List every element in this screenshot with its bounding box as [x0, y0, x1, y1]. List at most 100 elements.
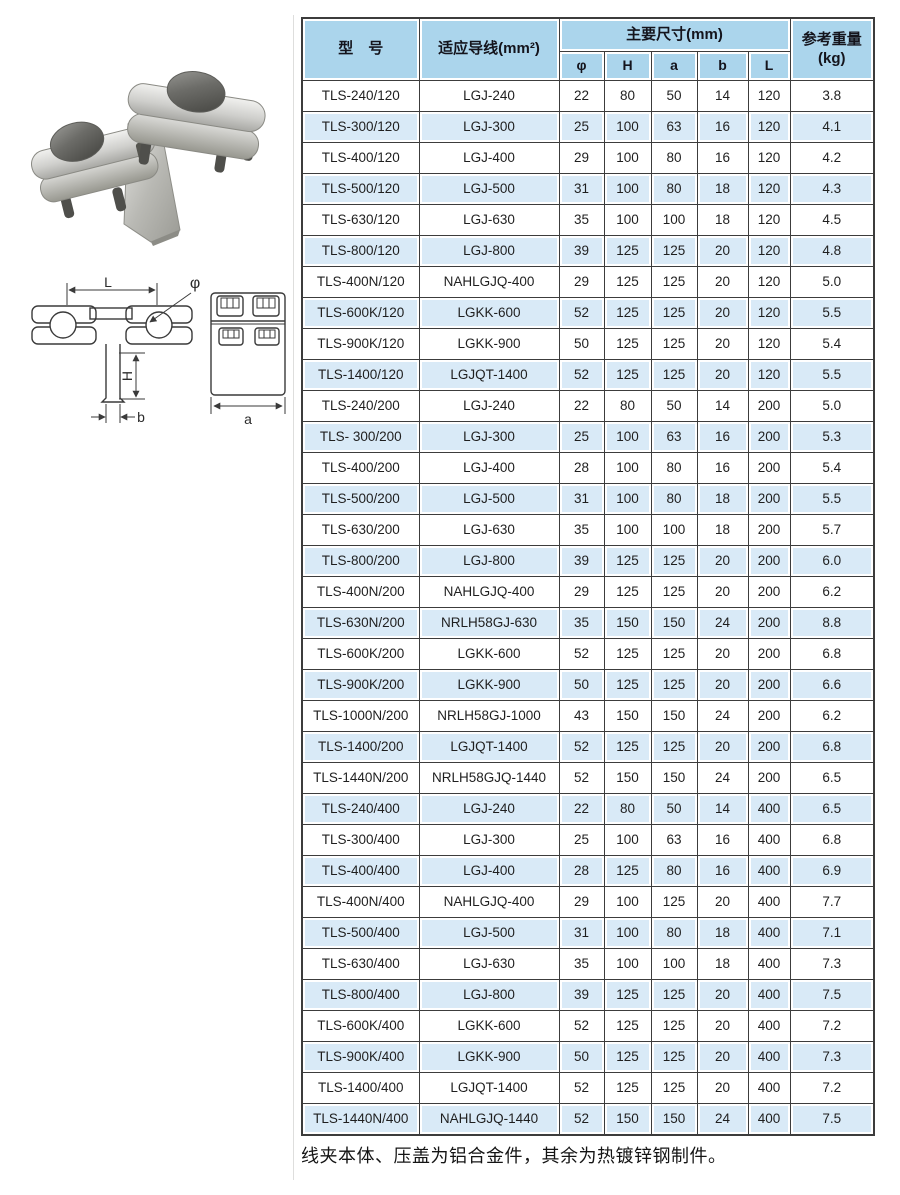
- a-cell: 100: [650, 514, 698, 546]
- table-row: TLS-800/120 LGJ-800 39 125 125 20 120 4.8: [301, 235, 875, 267]
- table-row: TLS-1400/400 LGJQT-1400 52 125 125 20 400 7.2: [301, 1072, 875, 1104]
- h-cell: 125: [603, 359, 652, 391]
- phi-cell: 22: [558, 793, 605, 825]
- l-cell: 200: [747, 638, 791, 670]
- dim-label-phi: φ: [190, 275, 200, 292]
- model-cell: TLS-630/200: [301, 514, 420, 546]
- l-cell: 200: [747, 483, 791, 515]
- table-row: TLS-1440N/400 NAHLGJQ-1440 52 150 150 24 400 7.…: [301, 1103, 875, 1136]
- phi-cell: 50: [558, 669, 605, 701]
- a-cell: 125: [650, 669, 698, 701]
- phi-cell: 52: [558, 731, 605, 763]
- l-cell: 120: [747, 111, 791, 143]
- l-cell: 120: [747, 142, 791, 174]
- phi-cell: 25: [558, 111, 605, 143]
- a-cell: 125: [650, 979, 698, 1011]
- l-cell: 200: [747, 514, 791, 546]
- a-cell: 50: [650, 793, 698, 825]
- a-cell: 80: [650, 855, 698, 887]
- b-cell: 18: [696, 483, 749, 515]
- table-row: TLS-630/120 LGJ-630 35 100 100 18 120 4.5: [301, 204, 875, 236]
- right-clamp: [127, 71, 266, 173]
- l-cell: 200: [747, 700, 791, 732]
- l-cell: 120: [747, 328, 791, 360]
- h-cell: 100: [603, 452, 652, 484]
- header-model: 型 号: [301, 17, 420, 81]
- l-cell: 400: [747, 1041, 791, 1073]
- phi-cell: 52: [558, 297, 605, 329]
- h-cell: 100: [603, 204, 652, 236]
- model-cell: TLS-600K/120: [301, 297, 420, 329]
- phi-cell: 52: [558, 1010, 605, 1042]
- a-cell: 125: [650, 545, 698, 577]
- a-cell: 125: [650, 1041, 698, 1073]
- spec-table-body: TLS-240/120 LGJ-240 22 80 50 14 120 3.8 TLS-300/…: [301, 80, 875, 1136]
- model-cell: TLS-900K/120: [301, 328, 420, 360]
- l-cell: 200: [747, 545, 791, 577]
- model-cell: TLS-1000N/200: [301, 700, 420, 732]
- h-cell: 125: [603, 235, 652, 267]
- b-cell: 20: [696, 979, 749, 1011]
- weight-cell: 6.8: [789, 824, 875, 856]
- model-cell: TLS-400N/120: [301, 266, 420, 298]
- phi-cell: 52: [558, 762, 605, 794]
- table-row: TLS-400/200 LGJ-400 28 100 80 16 200 5.4: [301, 452, 875, 484]
- a-cell: 150: [650, 762, 698, 794]
- l-cell: 400: [747, 886, 791, 918]
- weight-cell: 7.5: [789, 979, 875, 1011]
- conductor-cell: LGKK-900: [418, 328, 560, 360]
- weight-cell: 6.5: [789, 793, 875, 825]
- conductor-cell: LGKK-600: [418, 1010, 560, 1042]
- h-cell: 100: [603, 917, 652, 949]
- l-cell: 120: [747, 204, 791, 236]
- side-top-bolt-right: [252, 295, 280, 317]
- l-cell: 200: [747, 452, 791, 484]
- dimension-diagram: L φ H b a: [5, 274, 295, 435]
- side-lower-bolt-left: [218, 327, 244, 346]
- model-cell: TLS-900K/400: [301, 1041, 420, 1073]
- conductor-cell: LGJ-800: [418, 979, 560, 1011]
- b-cell: 20: [696, 328, 749, 360]
- phi-cell: 29: [558, 576, 605, 608]
- b-cell: 20: [696, 669, 749, 701]
- model-cell: TLS-1400/120: [301, 359, 420, 391]
- table-row: TLS-630/200 LGJ-630 35 100 100 18 200 5.7: [301, 514, 875, 546]
- l-cell: 400: [747, 793, 791, 825]
- conductor-cell: NRLH58GJQ-1440: [418, 762, 560, 794]
- weight-cell: 6.5: [789, 762, 875, 794]
- weight-cell: 4.1: [789, 111, 875, 143]
- table-row: TLS-500/120 LGJ-500 31 100 80 18 120 4.3: [301, 173, 875, 205]
- table-row: TLS-600K/400 LGKK-600 52 125 125 20 400 7.2: [301, 1010, 875, 1042]
- conductor-cell: LGJ-300: [418, 824, 560, 856]
- table-row: TLS-240/200 LGJ-240 22 80 50 14 200 5.0: [301, 390, 875, 422]
- h-cell: 100: [603, 111, 652, 143]
- model-cell: TLS-800/200: [301, 545, 420, 577]
- conductor-cell: LGJ-240: [418, 390, 560, 422]
- weight-cell: 7.7: [789, 886, 875, 918]
- table-row: TLS-630N/200 NRLH58GJ-630 35 150 150 24 200 8.8: [301, 607, 875, 639]
- h-cell: 100: [603, 824, 652, 856]
- table-row: TLS-400/120 LGJ-400 29 100 80 16 120 4.2: [301, 142, 875, 174]
- model-cell: TLS-630/120: [301, 204, 420, 236]
- table-row: TLS-800/400 LGJ-800 39 125 125 20 400 7.5: [301, 979, 875, 1011]
- h-cell: 100: [603, 886, 652, 918]
- a-cell: 125: [650, 328, 698, 360]
- dim-label-H: H: [119, 371, 135, 381]
- h-cell: 125: [603, 328, 652, 360]
- phi-cell: 35: [558, 948, 605, 980]
- side-body: [210, 292, 286, 396]
- a-cell: 125: [650, 297, 698, 329]
- phi-cell: 29: [558, 266, 605, 298]
- a-cell: 100: [650, 948, 698, 980]
- model-cell: TLS-300/120: [301, 111, 420, 143]
- l-cell: 200: [747, 669, 791, 701]
- model-cell: TLS-400/400: [301, 855, 420, 887]
- b-cell: 18: [696, 948, 749, 980]
- phi-cell: 52: [558, 1103, 605, 1136]
- l-cell: 120: [747, 235, 791, 267]
- table-row: TLS- 300/200 LGJ-300 25 100 63 16 200 5.3: [301, 421, 875, 453]
- h-cell: 100: [603, 948, 652, 980]
- table-row: TLS-240/120 LGJ-240 22 80 50 14 120 3.8: [301, 80, 875, 112]
- h-cell: 100: [603, 142, 652, 174]
- h-cell: 125: [603, 979, 652, 1011]
